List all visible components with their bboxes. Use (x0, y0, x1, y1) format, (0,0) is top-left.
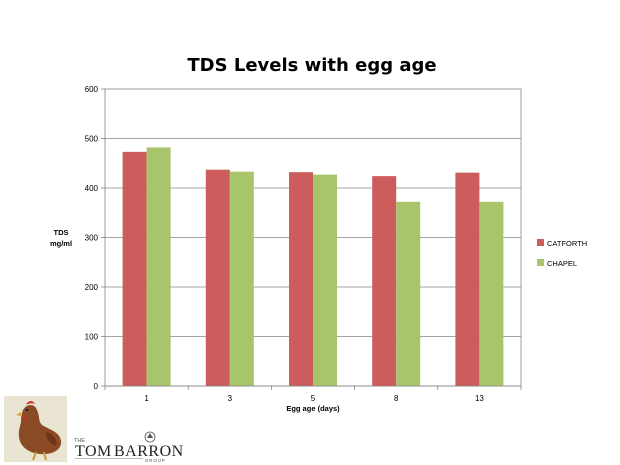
bar-chapel-1 (146, 147, 171, 386)
crest-icon (144, 431, 156, 443)
y-tick-label-600: 600 (85, 85, 99, 94)
bar-catforth-1 (122, 151, 147, 386)
bars (105, 147, 521, 387)
x-tick-label-13: 13 (475, 394, 484, 403)
x-axis-title: Egg age (days) (286, 404, 340, 413)
y-axis-title-line-2: mg/ml (50, 239, 72, 248)
x-tick-label-8: 8 (394, 394, 399, 403)
legend-label-chapel: CHAPEL (547, 259, 577, 268)
y-tick-label-400: 400 (85, 184, 99, 193)
bar-chapel-13 (479, 201, 504, 386)
y-axis-title-line-1: TDS (54, 228, 69, 237)
bar-catforth-3 (205, 169, 230, 386)
legend-swatch-chapel (537, 259, 544, 266)
bar-chapel-8 (396, 201, 421, 386)
hen-icon (4, 396, 67, 462)
bar-chapel-5 (313, 174, 337, 386)
y-tick-label-500: 500 (85, 135, 99, 144)
y-tick-label-300: 300 (85, 234, 99, 243)
y-axis-ticks: 0 100 200 300 400 500 600 (85, 85, 105, 391)
x-tick-label-3: 3 (228, 394, 233, 403)
logo-the: THE (74, 438, 85, 444)
y-tick-label-0: 0 (94, 382, 99, 391)
hen-comb (26, 401, 35, 405)
hen-eye (25, 408, 29, 412)
chart-title: TDS Levels with egg age (187, 55, 436, 76)
x-axis-ticks: 1 3 5 8 13 (104, 386, 522, 403)
logo-name-first: TOM (75, 443, 112, 460)
logo-group: GROUP (145, 458, 166, 463)
x-tick-label-5: 5 (311, 394, 316, 403)
y-tick-label-200: 200 (85, 283, 99, 292)
hen-legs (32, 451, 47, 461)
x-tick-label-1: 1 (144, 394, 149, 403)
legend: CATFORTH CHAPEL (537, 239, 587, 268)
y-tick-label-100: 100 (85, 333, 99, 342)
bar-chapel-3 (229, 171, 254, 386)
hen-beak (16, 412, 21, 416)
legend-label-catforth: CATFORTH (547, 239, 587, 248)
brand-logo: THE TOM BARRON GROUP (74, 431, 184, 463)
hen-wing (46, 432, 57, 446)
legend-swatch-catforth (537, 239, 544, 246)
logo-name-second: BARRON (114, 443, 184, 460)
bar-catforth-13 (455, 172, 480, 386)
hen-wattle (22, 416, 27, 421)
bar-catforth-5 (289, 172, 313, 386)
bar-catforth-8 (372, 176, 397, 386)
